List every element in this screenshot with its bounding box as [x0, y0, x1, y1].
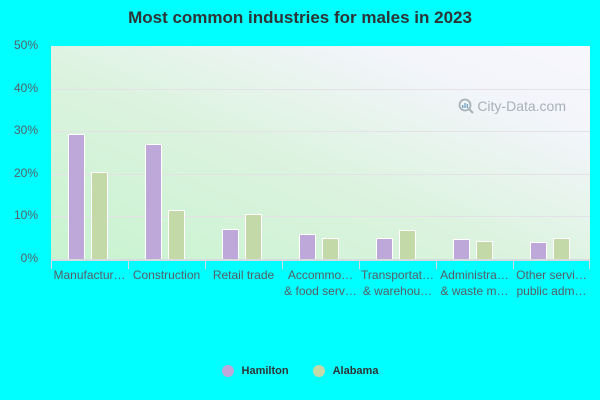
legend-label: Hamilton: [241, 365, 289, 377]
bar-hamilton[interactable]: [222, 228, 239, 259]
y-tick-label: 40%: [13, 80, 38, 95]
x-tick-label: Other servi… public adm…: [516, 268, 587, 298]
bar-alabama[interactable]: [553, 238, 570, 259]
legend: Hamilton Alabama: [0, 365, 600, 377]
legend-label: Alabama: [332, 365, 379, 377]
legend-item-hamilton[interactable]: Hamilton: [221, 365, 289, 377]
y-tick-label: 10%: [13, 208, 38, 223]
x-tick-label: Transportat… & warehou…: [361, 268, 434, 298]
bar-hamilton[interactable]: [145, 143, 162, 259]
x-tick: [589, 259, 590, 269]
gridline: [51, 131, 590, 133]
x-tick-label: Manufactur…: [53, 268, 126, 282]
magnifier-chart-icon: [458, 98, 475, 114]
x-tick-label: Accommo… & food serv…: [284, 268, 357, 298]
plot-area: City-Data.com: [51, 46, 590, 259]
x-tick: [359, 259, 360, 269]
gridline: [51, 216, 590, 218]
x-tick: [436, 259, 437, 269]
bar-hamilton[interactable]: [530, 241, 547, 259]
y-tick-label: 20%: [13, 165, 38, 180]
y-tick-label: 30%: [13, 123, 38, 138]
bar-alabama[interactable]: [399, 230, 416, 259]
x-tick: [205, 259, 206, 269]
x-axis-line: [51, 259, 590, 261]
bar-alabama[interactable]: [322, 238, 339, 259]
gridline: [51, 173, 590, 175]
x-tick: [51, 259, 52, 269]
x-tick-label: Construction: [132, 268, 201, 282]
bar-alabama[interactable]: [168, 210, 185, 259]
bar-alabama[interactable]: [476, 241, 493, 259]
legend-dot-icon: [221, 365, 234, 377]
bar-alabama[interactable]: [245, 213, 262, 259]
x-tick: [282, 259, 283, 269]
x-tick: [513, 259, 514, 269]
x-tick: [128, 259, 129, 269]
y-tick-label: 50%: [13, 38, 38, 52]
watermark-text: City-Data.com: [477, 98, 566, 114]
x-tick-label: Administra… & waste m…: [440, 268, 509, 298]
bar-hamilton[interactable]: [376, 238, 393, 259]
bar-alabama[interactable]: [91, 171, 108, 259]
bar-hamilton[interactable]: [299, 233, 316, 259]
bar-hamilton[interactable]: [68, 133, 85, 259]
x-tick-label: Retail trade: [212, 268, 275, 282]
watermark: City-Data.com: [458, 98, 566, 114]
gridline: [51, 88, 590, 90]
legend-dot-icon: [312, 365, 325, 377]
legend-item-alabama[interactable]: Alabama: [312, 365, 379, 377]
bar-hamilton[interactable]: [453, 238, 470, 259]
chart-title: Most common industries for males in 2023: [128, 8, 472, 27]
y-tick-label: 0%: [20, 251, 38, 265]
